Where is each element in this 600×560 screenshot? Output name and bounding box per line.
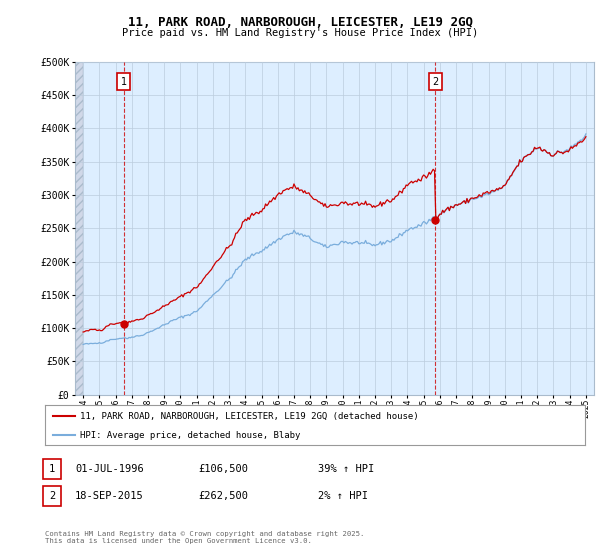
Text: HPI: Average price, detached house, Blaby: HPI: Average price, detached house, Blab… — [80, 431, 301, 440]
Text: 2% ↑ HPI: 2% ↑ HPI — [318, 491, 368, 501]
Text: 39% ↑ HPI: 39% ↑ HPI — [318, 464, 374, 474]
Text: 1: 1 — [49, 464, 55, 474]
Text: 2: 2 — [49, 491, 55, 501]
Text: 11, PARK ROAD, NARBOROUGH, LEICESTER, LE19 2GQ: 11, PARK ROAD, NARBOROUGH, LEICESTER, LE… — [128, 16, 473, 29]
Text: Price paid vs. HM Land Registry's House Price Index (HPI): Price paid vs. HM Land Registry's House … — [122, 28, 478, 38]
Text: 1: 1 — [121, 77, 127, 87]
Text: £262,500: £262,500 — [198, 491, 248, 501]
Text: £106,500: £106,500 — [198, 464, 248, 474]
Text: 2: 2 — [432, 77, 439, 87]
Text: 11, PARK ROAD, NARBOROUGH, LEICESTER, LE19 2GQ (detached house): 11, PARK ROAD, NARBOROUGH, LEICESTER, LE… — [80, 412, 419, 421]
Text: 01-JUL-1996: 01-JUL-1996 — [75, 464, 144, 474]
Text: Contains HM Land Registry data © Crown copyright and database right 2025.
This d: Contains HM Land Registry data © Crown c… — [45, 531, 364, 544]
Text: 18-SEP-2015: 18-SEP-2015 — [75, 491, 144, 501]
